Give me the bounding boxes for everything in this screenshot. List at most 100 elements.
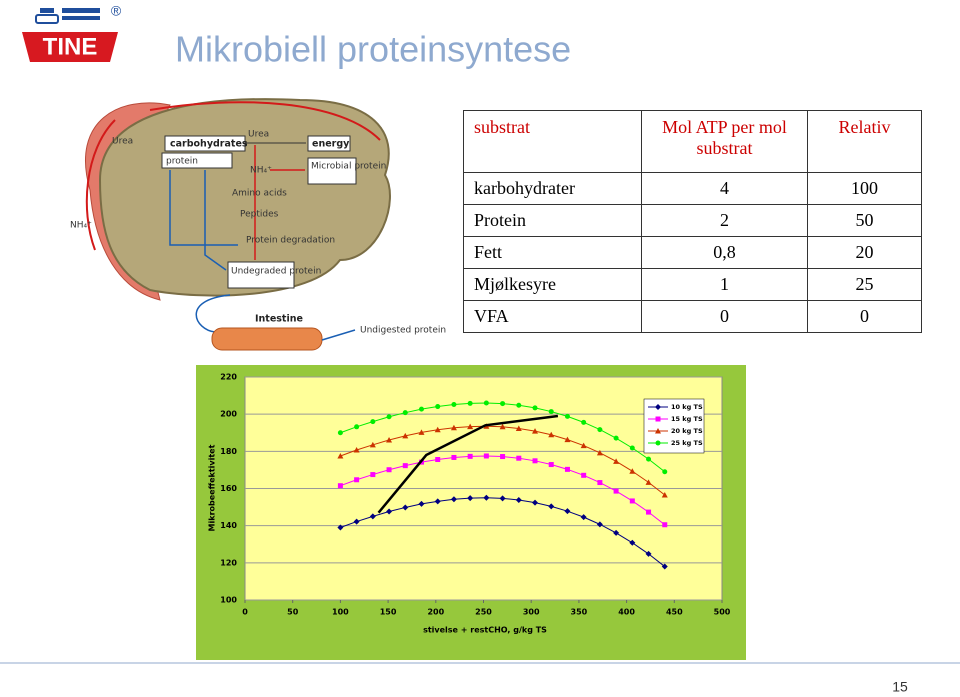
page-number: 15 xyxy=(892,679,908,695)
marker xyxy=(564,436,571,443)
table-header-cell: substrat xyxy=(463,110,642,173)
table-header-cell: Relativ xyxy=(807,110,922,173)
marker xyxy=(434,426,441,433)
marker xyxy=(353,518,360,525)
table-cell: karbohydrater xyxy=(463,172,642,205)
x-tick-label: 100 xyxy=(332,608,349,617)
legend-box xyxy=(643,398,705,454)
marker xyxy=(655,428,661,434)
marker xyxy=(434,498,441,505)
marker xyxy=(418,406,424,412)
marker xyxy=(451,454,457,460)
marker xyxy=(580,514,587,521)
marker xyxy=(467,400,473,406)
marker xyxy=(337,452,344,459)
marker xyxy=(353,447,360,453)
brand: TINE xyxy=(43,33,98,60)
x-axis-label: stivelse + restCHO, g/kg TS xyxy=(423,626,547,635)
y-tick-label: 180 xyxy=(220,447,237,456)
marker xyxy=(450,424,457,431)
table-cell: 2 xyxy=(641,204,808,237)
logo: TINE ® xyxy=(22,3,122,62)
registered-mark: ® xyxy=(111,3,122,19)
marker xyxy=(655,404,661,410)
marker xyxy=(597,427,603,433)
marker xyxy=(613,458,620,464)
legend-label: 20 kg TS xyxy=(671,427,703,435)
marker xyxy=(435,457,441,463)
marker xyxy=(402,410,408,416)
slide-title: Mikrobiell proteinsyntese xyxy=(175,29,571,70)
marker xyxy=(386,414,392,420)
table-cell: 1 xyxy=(641,268,808,301)
marker xyxy=(596,521,603,528)
table-row: Fett 0,8 20 xyxy=(463,236,922,269)
table-cell: Protein xyxy=(463,204,642,237)
marker xyxy=(581,419,587,425)
x-tick-label: 300 xyxy=(523,608,540,617)
diagram-label: Undigested protein xyxy=(360,326,446,336)
y-tick-label: 200 xyxy=(220,410,237,419)
marker xyxy=(662,469,668,475)
table-header-cell: Mol ATP per mol substrat xyxy=(641,110,808,173)
marker xyxy=(629,445,635,451)
table-row: VFA 0 0 xyxy=(463,300,922,333)
marker xyxy=(646,509,652,515)
marker xyxy=(646,456,652,462)
marker xyxy=(337,524,344,531)
marker xyxy=(370,472,376,478)
marker xyxy=(629,468,636,474)
marker xyxy=(515,497,522,504)
table-row: Protein 2 50 xyxy=(463,204,922,237)
rumen-diagram: carbohydrates protein energy Urea NH₄⁺ M… xyxy=(70,98,446,351)
table-cell: 50 xyxy=(807,204,922,237)
marker xyxy=(613,529,620,536)
marker xyxy=(613,435,619,441)
table-cell: 25 xyxy=(807,268,922,301)
marker xyxy=(564,508,571,515)
marker xyxy=(386,436,393,443)
y-tick-label: 120 xyxy=(220,558,237,567)
table-cell: Fett xyxy=(463,236,642,269)
marker xyxy=(613,488,619,494)
marker xyxy=(532,458,538,464)
diagram-label: energy xyxy=(312,139,350,150)
marker xyxy=(548,409,554,415)
marker xyxy=(337,430,343,436)
marker xyxy=(580,442,587,449)
marker xyxy=(386,508,393,515)
marker xyxy=(435,404,441,410)
table-cell: VFA xyxy=(463,300,642,333)
marker xyxy=(499,423,506,430)
y-tick-label: 220 xyxy=(220,373,237,382)
marker xyxy=(548,462,554,468)
table-header-row: substrat Mol ATP per mol substrat Relativ xyxy=(463,110,922,173)
marker xyxy=(354,424,360,430)
legend-label: 10 kg TS xyxy=(671,403,703,411)
marker xyxy=(402,463,408,469)
table-cell: 0,8 xyxy=(641,236,808,269)
marker xyxy=(354,477,360,483)
x-tick-label: 450 xyxy=(666,608,683,617)
diagram-label: Microbial protein xyxy=(311,162,386,172)
marker xyxy=(661,492,668,498)
table-cell: 4 xyxy=(641,172,808,205)
diagram-label: Amino acids xyxy=(232,189,287,199)
marker xyxy=(483,494,490,501)
diagram-label: Intestine xyxy=(255,314,303,325)
marker xyxy=(467,423,474,430)
y-tick-label: 140 xyxy=(220,521,237,530)
x-tick-label: 400 xyxy=(618,608,635,617)
marker xyxy=(402,432,409,439)
marker xyxy=(516,455,522,461)
marker xyxy=(532,428,539,434)
marker xyxy=(655,416,661,422)
diagram-label: Protein degradation xyxy=(246,236,335,246)
marker xyxy=(369,441,376,448)
diagram-label: NH₄⁺ xyxy=(250,166,272,176)
marker xyxy=(500,454,506,460)
chart: stivelse + restCHO, g/kg TS Mikrobeeffek… xyxy=(208,373,731,635)
marker xyxy=(516,402,522,408)
series-line xyxy=(377,414,559,514)
